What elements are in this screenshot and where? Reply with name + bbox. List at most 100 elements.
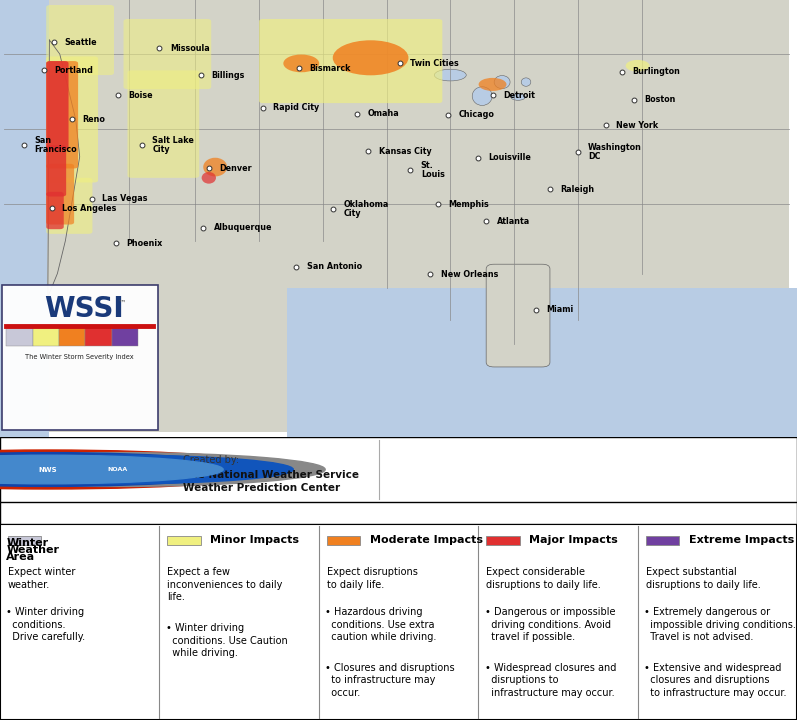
Text: Burlington: Burlington: [632, 67, 680, 76]
Text: Rapid City: Rapid City: [273, 103, 320, 112]
Circle shape: [0, 455, 293, 484]
FancyBboxPatch shape: [46, 56, 98, 182]
FancyBboxPatch shape: [46, 145, 66, 197]
Text: Salt Lake
City: Salt Lake City: [152, 136, 194, 155]
Ellipse shape: [521, 78, 531, 86]
Text: New York: New York: [616, 120, 658, 130]
Ellipse shape: [333, 40, 409, 76]
Circle shape: [0, 455, 223, 484]
Text: Boston: Boston: [644, 95, 675, 104]
FancyBboxPatch shape: [128, 71, 199, 178]
Ellipse shape: [478, 78, 507, 91]
Bar: [33, 328, 59, 346]
Text: Area: Area: [6, 552, 36, 562]
Text: Missoula: Missoula: [170, 44, 210, 53]
Text: Raleigh: Raleigh: [560, 185, 595, 194]
Text: Billings: Billings: [211, 71, 245, 80]
Text: • Extremely dangerous or
  impossible driving conditions.
  Travel is not advise: • Extremely dangerous or impossible driv…: [644, 607, 796, 642]
Text: Minor Impacts: Minor Impacts: [210, 536, 300, 546]
Text: Detroit: Detroit: [503, 91, 535, 99]
Text: Phoenix: Phoenix: [126, 239, 162, 248]
Text: Expect disruptions
to daily life.: Expect disruptions to daily life.: [327, 567, 418, 590]
Text: San
Francisco: San Francisco: [34, 136, 77, 155]
Ellipse shape: [434, 69, 466, 81]
Text: Expect winter
weather.: Expect winter weather.: [8, 567, 76, 590]
Bar: [646, 536, 679, 544]
Text: Memphis: Memphis: [449, 200, 489, 209]
Bar: [327, 536, 360, 544]
Text: Portland: Portland: [54, 66, 93, 75]
Text: • Dangerous or impossible
  driving conditions. Avoid
  travel if possible.: • Dangerous or impossible driving condit…: [485, 607, 615, 642]
Polygon shape: [48, 40, 80, 297]
Text: • Winter driving
  conditions.
  Drive carefully.: • Winter driving conditions. Drive caref…: [6, 607, 85, 642]
FancyBboxPatch shape: [2, 285, 158, 430]
Text: Expect substantial
disruptions to daily life.: Expect substantial disruptions to daily …: [646, 567, 760, 590]
Ellipse shape: [203, 158, 227, 176]
Text: Oklahoma
City: Oklahoma City: [344, 199, 389, 218]
FancyBboxPatch shape: [46, 5, 114, 75]
Text: Las Vegas: Las Vegas: [102, 194, 147, 203]
Bar: [0, 0, 4, 437]
FancyBboxPatch shape: [46, 192, 64, 229]
Text: Chicago: Chicago: [458, 110, 494, 120]
FancyBboxPatch shape: [4, 0, 789, 432]
Bar: [6, 328, 33, 346]
Text: Expect a few
inconveniences to daily
life.: Expect a few inconveniences to daily lif…: [167, 567, 283, 602]
Text: Atlanta: Atlanta: [497, 217, 530, 226]
Text: Twin Cities: Twin Cities: [410, 59, 459, 68]
Ellipse shape: [202, 172, 216, 184]
Text: Boise: Boise: [128, 91, 153, 99]
Text: NWS: NWS: [38, 467, 57, 472]
Text: Louisville: Louisville: [489, 153, 532, 162]
Circle shape: [0, 450, 287, 489]
FancyBboxPatch shape: [46, 178, 92, 234]
Text: Extreme Impacts: Extreme Impacts: [689, 536, 794, 546]
Text: Weather Prediction Center: Weather Prediction Center: [183, 482, 340, 492]
Text: Major Impacts: Major Impacts: [529, 536, 618, 546]
Text: NOAA: NOAA: [108, 467, 128, 472]
Text: Weather: Weather: [6, 544, 59, 554]
FancyBboxPatch shape: [124, 19, 211, 89]
Text: Potential Winter Storm Impacts: Potential Winter Storm Impacts: [30, 506, 241, 520]
Text: The National Weather Service: The National Weather Service: [183, 469, 359, 480]
Text: Winter: Winter: [6, 538, 49, 548]
Text: Denver: Denver: [219, 164, 252, 173]
FancyBboxPatch shape: [46, 61, 69, 150]
Text: ™: ™: [118, 300, 127, 308]
Text: Los Angeles: Los Angeles: [62, 204, 116, 212]
Text: • Life-saving actions may be
  needed.: • Life-saving actions may be needed.: [644, 719, 784, 720]
Text: St.
Louis: St. Louis: [421, 161, 445, 179]
Text: San Antonio: San Antonio: [307, 262, 362, 271]
Text: • Hazardous driving
  conditions. Use extra
  caution while driving.: • Hazardous driving conditions. Use extr…: [325, 607, 437, 642]
Text: WSSI: WSSI: [44, 294, 124, 323]
Text: The Winter Storm Severity Index: The Winter Storm Severity Index: [26, 354, 134, 360]
Ellipse shape: [494, 76, 510, 89]
Text: Moderate Impacts: Moderate Impacts: [370, 536, 483, 546]
Bar: [0, 0, 49, 437]
Bar: [112, 328, 138, 346]
Text: • Widespread closures and
  disruptions to
  infrastructure may occur.: • Widespread closures and disruptions to…: [485, 663, 616, 698]
Text: Issued: Mon, Mar 31, 2025 08 AM ET: Issued: Mon, Mar 31, 2025 08 AM ET: [540, 506, 783, 520]
Text: Created by:: Created by:: [183, 455, 239, 464]
Text: Kansas City: Kansas City: [379, 147, 431, 156]
Bar: [85, 328, 112, 346]
Ellipse shape: [626, 60, 650, 71]
Text: Omaha: Omaha: [367, 109, 399, 118]
Text: Albuquerque: Albuquerque: [214, 223, 272, 233]
Text: Bismarck: Bismarck: [309, 63, 351, 73]
FancyBboxPatch shape: [46, 164, 74, 225]
Text: • Winter driving
  conditions. Use Caution
  while driving.: • Winter driving conditions. Use Caution…: [166, 624, 288, 658]
FancyBboxPatch shape: [259, 19, 442, 103]
Circle shape: [0, 453, 325, 487]
Text: Seattle: Seattle: [65, 38, 97, 47]
Text: • Closures and disruptions
  to infrastructure may
  occur.: • Closures and disruptions to infrastruc…: [325, 663, 455, 698]
Ellipse shape: [511, 94, 525, 100]
FancyBboxPatch shape: [486, 264, 550, 367]
Text: Washington
DC: Washington DC: [588, 143, 642, 161]
Bar: [486, 536, 520, 544]
FancyBboxPatch shape: [46, 61, 78, 168]
Text: Reno: Reno: [82, 115, 105, 124]
Bar: [167, 536, 201, 544]
Text: New Orleans: New Orleans: [441, 270, 498, 279]
Text: • Extensive and widespread
  closures and disruptions
  to infrastructure may oc: • Extensive and widespread closures and …: [644, 663, 787, 698]
